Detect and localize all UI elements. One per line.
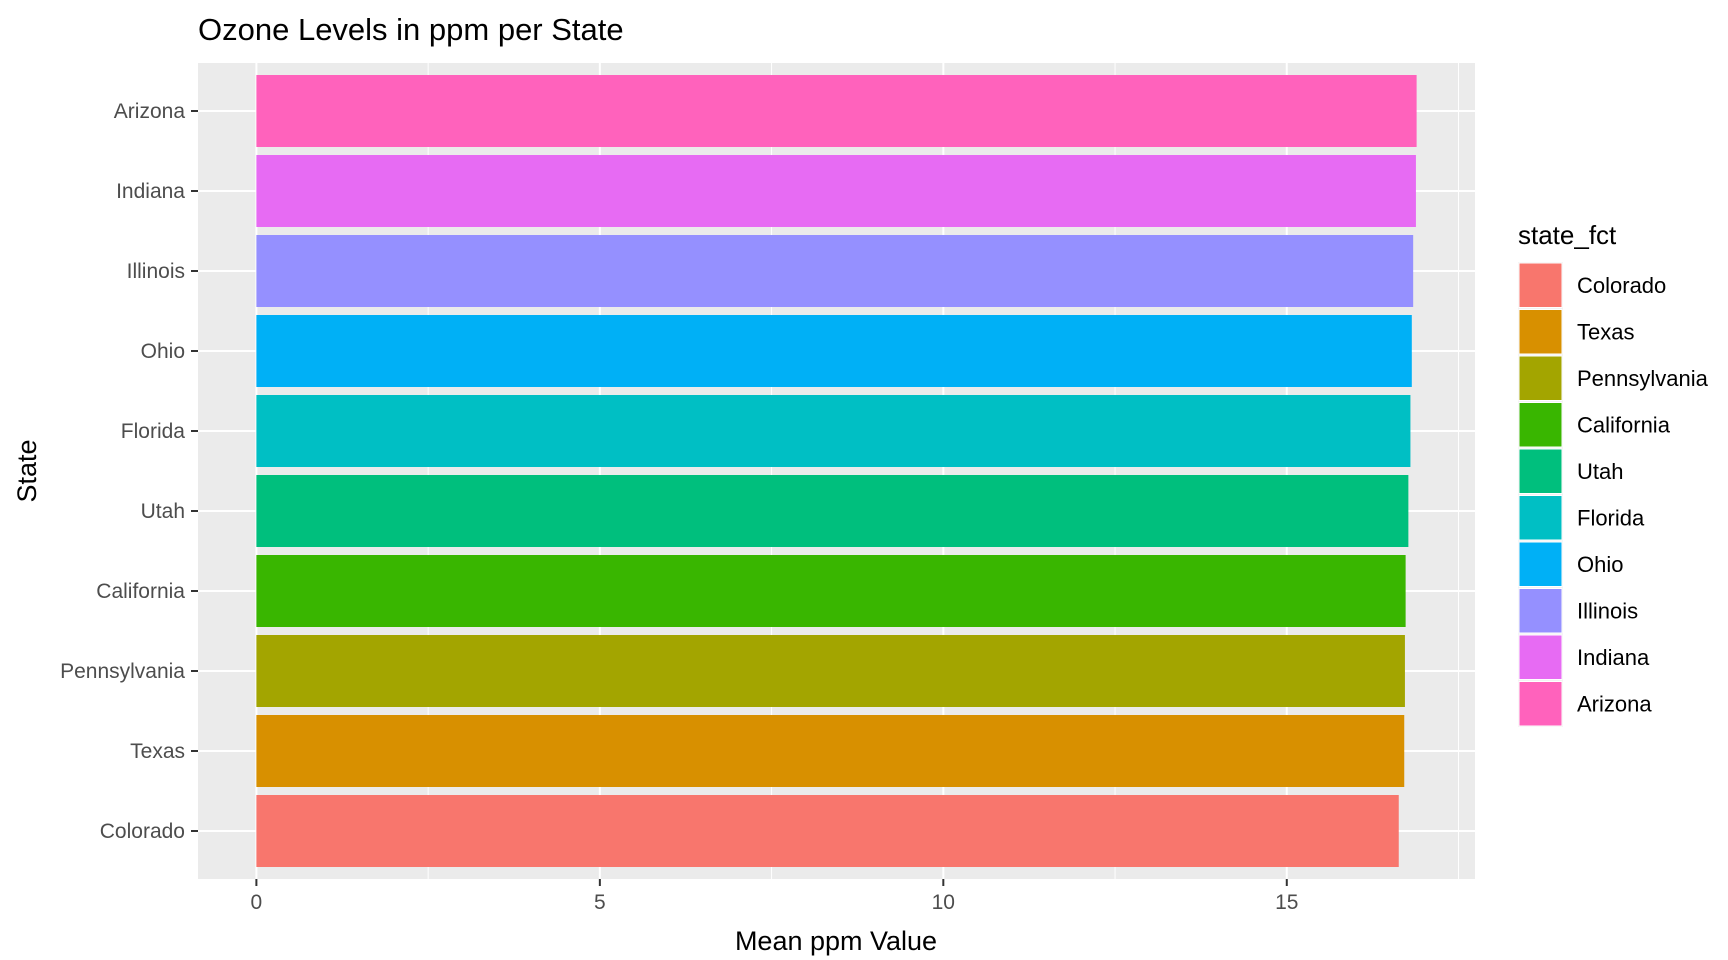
bars (256, 75, 1417, 867)
y-axis-title: State (12, 439, 42, 502)
x-tick-label-15: 15 (1275, 891, 1298, 914)
legend-swatch-pennsylvania (1518, 355, 1563, 401)
legend-label-illinois: Illinois (1577, 599, 1638, 624)
x-tick-label-10: 10 (932, 891, 955, 914)
y-tick-label-ohio: Ohio (141, 340, 185, 363)
y-tick-label-illinois: Illinois (127, 260, 185, 283)
y-tick-label-california: California (96, 580, 185, 603)
legend-label-arizona: Arizona (1577, 692, 1652, 717)
legend-label-florida: Florida (1577, 506, 1645, 531)
legend-label-texas: Texas (1577, 320, 1634, 345)
bar-illinois (256, 235, 1414, 307)
bar-utah (256, 475, 1409, 547)
legend-label-indiana: Indiana (1577, 645, 1650, 670)
x-tick-label-0: 0 (251, 891, 263, 914)
legend-swatch-illinois (1518, 588, 1563, 634)
legend-label-pennsylvania: Pennsylvania (1577, 366, 1709, 391)
y-tick-label-utah: Utah (141, 500, 185, 523)
legend-title: state_fct (1518, 220, 1617, 250)
y-tick-label-pennsylvania: Pennsylvania (60, 660, 185, 683)
legend-label-utah: Utah (1577, 459, 1623, 484)
bar-arizona (256, 75, 1417, 147)
y-tick-label-arizona: Arizona (114, 100, 186, 123)
y-tick-label-colorado: Colorado (100, 820, 185, 843)
legend-swatch-ohio (1518, 541, 1563, 587)
y-tick-label-florida: Florida (121, 420, 186, 443)
y-tick-label-indiana: Indiana (116, 180, 185, 203)
legend-swatch-california (1518, 402, 1563, 448)
bar-pennsylvania (256, 635, 1405, 707)
x-axis-title: Mean ppm Value (735, 926, 937, 956)
y-axis: Colorado Texas Pennsylvania California Utah F… (60, 100, 198, 843)
legend-swatch-florida (1518, 495, 1563, 541)
legend-swatch-arizona (1518, 681, 1563, 727)
chart-title: Ozone Levels in ppm per State (198, 12, 624, 47)
bar-california (256, 555, 1406, 627)
legend: state_fct Colorado Texas Pennsylvania Calif… (1518, 220, 1709, 727)
bar-indiana (256, 155, 1416, 227)
bar-colorado (256, 795, 1399, 867)
legend-swatch-utah (1518, 448, 1563, 494)
legend-label-colorado: Colorado (1577, 273, 1666, 298)
bar-florida (256, 395, 1411, 467)
bar-texas (256, 715, 1405, 787)
bar-ohio (256, 315, 1412, 387)
x-axis: 0 5 10 15 (251, 879, 1298, 914)
legend-swatch-texas (1518, 309, 1563, 355)
legend-swatch-indiana (1518, 634, 1563, 680)
legend-label-ohio: Ohio (1577, 552, 1623, 577)
legend-label-california: California (1577, 413, 1671, 438)
legend-swatch-colorado (1518, 262, 1563, 308)
x-tick-label-5: 5 (594, 891, 606, 914)
y-tick-label-texas: Texas (130, 740, 185, 763)
